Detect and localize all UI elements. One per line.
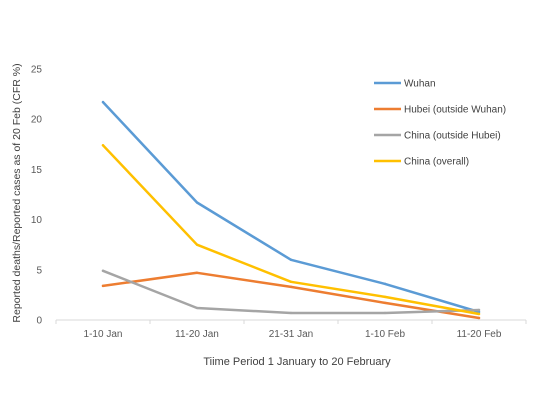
- data-point-wuhan: [289, 258, 293, 261]
- y-tick-label: 0: [36, 316, 42, 327]
- data-point-hubei-outside-wuhan: [383, 301, 387, 305]
- data-point-hubei-outside-wuhan: [195, 271, 199, 275]
- data-point-china-outside-hubei: [383, 311, 387, 315]
- x-tick-labels: 1-10 Jan 11-20 Jan 21-31 Jan 1-10 Feb 11-20 …: [55, 320, 527, 340]
- data-point-hubei-outside-wuhan: [289, 285, 293, 289]
- x-axis-title: Tiime Period 1 January to 20 February: [203, 356, 391, 368]
- y-tick-label: 5: [36, 265, 42, 276]
- data-point-china-overall: [383, 295, 387, 299]
- x-tick-label: 21-31 Jan: [269, 329, 313, 340]
- y-tick-label: 10: [31, 215, 43, 226]
- series-line-china-overall: [101, 144, 481, 316]
- x-tick-label: 1-10 Jan: [84, 329, 123, 340]
- data-point-wuhan: [477, 310, 481, 314]
- legend-label-china-overall: China (overall): [404, 157, 469, 168]
- data-point-china-outside-hubei: [101, 269, 105, 273]
- y-tick-label: 15: [31, 165, 43, 176]
- data-point-china-outside-hubei: [477, 308, 481, 312]
- data-point-wuhan: [195, 201, 199, 204]
- x-tick-label: 11-20 Feb: [457, 329, 502, 340]
- data-point-china-overall: [195, 243, 199, 246]
- series-lines: [101, 100, 481, 320]
- y-axis-title: Reported deaths/Reported cases as of 20 …: [11, 63, 23, 322]
- data-point-wuhan: [101, 100, 105, 104]
- legend: Wuhan Hubei (outside Wuhan) China (outside…: [374, 79, 506, 168]
- x-tick-label: 1-10 Feb: [365, 329, 405, 340]
- data-point-china-overall: [101, 144, 105, 147]
- data-point-wuhan: [383, 282, 387, 286]
- data-point-hubei-outside-wuhan: [477, 316, 481, 320]
- data-point-china-overall: [477, 312, 481, 316]
- data-point-hubei-outside-wuhan: [101, 284, 105, 288]
- y-tick-labels: 0 5 10 15 20 25: [31, 65, 43, 327]
- data-point-china-overall: [289, 280, 293, 284]
- legend-label-hubei-outside-wuhan: Hubei (outside Wuhan): [404, 105, 506, 116]
- data-point-china-outside-hubei: [195, 306, 199, 310]
- y-tick-label: 20: [31, 115, 43, 126]
- y-tick-label: 25: [31, 65, 43, 76]
- legend-label-china-outside-hubei: China (outside Hubei): [404, 131, 501, 142]
- data-point-china-outside-hubei: [289, 311, 293, 315]
- x-tick-label: 11-20 Jan: [175, 329, 219, 340]
- legend-label-wuhan: Wuhan: [404, 79, 436, 90]
